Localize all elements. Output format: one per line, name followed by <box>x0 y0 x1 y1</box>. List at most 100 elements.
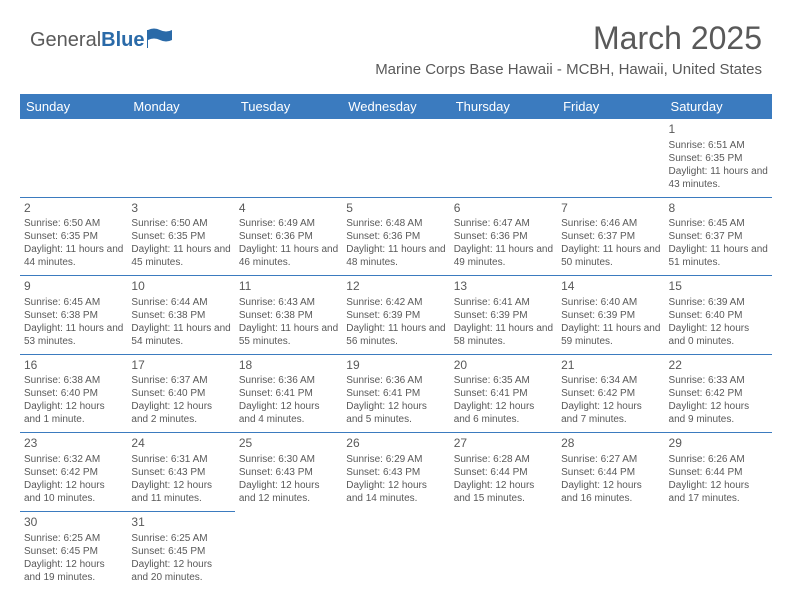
sunrise-text: Sunrise: 6:35 AM <box>454 374 553 387</box>
sunrise-text: Sunrise: 6:36 AM <box>239 374 338 387</box>
calendar-cell <box>235 511 342 589</box>
sunrise-text: Sunrise: 6:34 AM <box>561 374 660 387</box>
sunset-text: Sunset: 6:35 PM <box>669 152 768 165</box>
sunrise-text: Sunrise: 6:25 AM <box>131 532 230 545</box>
sunset-text: Sunset: 6:35 PM <box>131 230 230 243</box>
daylight-text: Daylight: 11 hours and 54 minutes. <box>131 322 230 348</box>
calendar-cell: 19Sunrise: 6:36 AMSunset: 6:41 PMDayligh… <box>342 354 449 433</box>
sunset-text: Sunset: 6:38 PM <box>24 309 123 322</box>
calendar-cell: 2Sunrise: 6:50 AMSunset: 6:35 PMDaylight… <box>20 197 127 276</box>
calendar-cell: 13Sunrise: 6:41 AMSunset: 6:39 PMDayligh… <box>450 276 557 355</box>
sunset-text: Sunset: 6:45 PM <box>131 545 230 558</box>
sunrise-text: Sunrise: 6:40 AM <box>561 296 660 309</box>
logo-text-2: Blue <box>101 29 144 52</box>
sunrise-text: Sunrise: 6:25 AM <box>24 532 123 545</box>
day-number: 31 <box>131 515 230 531</box>
day-number: 24 <box>131 436 230 452</box>
sunset-text: Sunset: 6:35 PM <box>24 230 123 243</box>
weekday-header: Thursday <box>450 94 557 119</box>
sunrise-text: Sunrise: 6:39 AM <box>669 296 768 309</box>
sunset-text: Sunset: 6:38 PM <box>131 309 230 322</box>
sunset-text: Sunset: 6:37 PM <box>669 230 768 243</box>
sunrise-text: Sunrise: 6:47 AM <box>454 217 553 230</box>
sunset-text: Sunset: 6:39 PM <box>346 309 445 322</box>
sunset-text: Sunset: 6:44 PM <box>561 466 660 479</box>
calendar-cell: 6Sunrise: 6:47 AMSunset: 6:36 PMDaylight… <box>450 197 557 276</box>
day-number: 27 <box>454 436 553 452</box>
sunrise-text: Sunrise: 6:37 AM <box>131 374 230 387</box>
weekday-header: Tuesday <box>235 94 342 119</box>
sunrise-text: Sunrise: 6:49 AM <box>239 217 338 230</box>
daylight-text: Daylight: 11 hours and 44 minutes. <box>24 243 123 269</box>
sunset-text: Sunset: 6:39 PM <box>561 309 660 322</box>
daylight-text: Daylight: 12 hours and 0 minutes. <box>669 322 768 348</box>
daylight-text: Daylight: 11 hours and 49 minutes. <box>454 243 553 269</box>
sunset-text: Sunset: 6:42 PM <box>669 387 768 400</box>
sunrise-text: Sunrise: 6:30 AM <box>239 453 338 466</box>
daylight-text: Daylight: 11 hours and 53 minutes. <box>24 322 123 348</box>
daylight-text: Daylight: 12 hours and 20 minutes. <box>131 558 230 584</box>
calendar-cell <box>127 119 234 197</box>
calendar-cell <box>665 511 772 589</box>
day-number: 30 <box>24 515 123 531</box>
day-number: 3 <box>131 201 230 217</box>
logo: GeneralBlue <box>30 28 173 53</box>
daylight-text: Daylight: 12 hours and 6 minutes. <box>454 400 553 426</box>
sunset-text: Sunset: 6:38 PM <box>239 309 338 322</box>
daylight-text: Daylight: 12 hours and 10 minutes. <box>24 479 123 505</box>
sunset-text: Sunset: 6:39 PM <box>454 309 553 322</box>
weekday-header: Saturday <box>665 94 772 119</box>
calendar-cell: 31Sunrise: 6:25 AMSunset: 6:45 PMDayligh… <box>127 511 234 589</box>
sunrise-text: Sunrise: 6:26 AM <box>669 453 768 466</box>
sunrise-text: Sunrise: 6:38 AM <box>24 374 123 387</box>
calendar-cell: 23Sunrise: 6:32 AMSunset: 6:42 PMDayligh… <box>20 433 127 512</box>
day-number: 17 <box>131 358 230 374</box>
day-number: 22 <box>669 358 768 374</box>
calendar-cell: 18Sunrise: 6:36 AMSunset: 6:41 PMDayligh… <box>235 354 342 433</box>
calendar-cell <box>450 119 557 197</box>
day-number: 6 <box>454 201 553 217</box>
calendar-cell: 21Sunrise: 6:34 AMSunset: 6:42 PMDayligh… <box>557 354 664 433</box>
sunrise-text: Sunrise: 6:41 AM <box>454 296 553 309</box>
weekday-header-row: Sunday Monday Tuesday Wednesday Thursday… <box>20 94 772 119</box>
sunset-text: Sunset: 6:40 PM <box>24 387 123 400</box>
daylight-text: Daylight: 12 hours and 19 minutes. <box>24 558 123 584</box>
sunset-text: Sunset: 6:40 PM <box>131 387 230 400</box>
day-number: 15 <box>669 279 768 295</box>
daylight-text: Daylight: 12 hours and 11 minutes. <box>131 479 230 505</box>
sunset-text: Sunset: 6:37 PM <box>561 230 660 243</box>
calendar-cell: 5Sunrise: 6:48 AMSunset: 6:36 PMDaylight… <box>342 197 449 276</box>
day-number: 25 <box>239 436 338 452</box>
sunrise-text: Sunrise: 6:29 AM <box>346 453 445 466</box>
daylight-text: Daylight: 11 hours and 45 minutes. <box>131 243 230 269</box>
calendar-cell: 30Sunrise: 6:25 AMSunset: 6:45 PMDayligh… <box>20 511 127 589</box>
calendar-cell: 9Sunrise: 6:45 AMSunset: 6:38 PMDaylight… <box>20 276 127 355</box>
daylight-text: Daylight: 11 hours and 50 minutes. <box>561 243 660 269</box>
weekday-header: Friday <box>557 94 664 119</box>
sunrise-text: Sunrise: 6:33 AM <box>669 374 768 387</box>
daylight-text: Daylight: 12 hours and 4 minutes. <box>239 400 338 426</box>
calendar-row: 2Sunrise: 6:50 AMSunset: 6:35 PMDaylight… <box>20 197 772 276</box>
calendar-row: 1Sunrise: 6:51 AMSunset: 6:35 PMDaylight… <box>20 119 772 197</box>
calendar-table: Sunday Monday Tuesday Wednesday Thursday… <box>20 94 772 590</box>
sunset-text: Sunset: 6:36 PM <box>346 230 445 243</box>
sunset-text: Sunset: 6:44 PM <box>669 466 768 479</box>
calendar-cell: 22Sunrise: 6:33 AMSunset: 6:42 PMDayligh… <box>665 354 772 433</box>
sunrise-text: Sunrise: 6:36 AM <box>346 374 445 387</box>
header: GeneralBlue March 2025 Marine Corps Base… <box>0 0 792 86</box>
sunrise-text: Sunrise: 6:27 AM <box>561 453 660 466</box>
calendar-cell: 11Sunrise: 6:43 AMSunset: 6:38 PMDayligh… <box>235 276 342 355</box>
daylight-text: Daylight: 11 hours and 55 minutes. <box>239 322 338 348</box>
day-number: 26 <box>346 436 445 452</box>
calendar-cell: 27Sunrise: 6:28 AMSunset: 6:44 PMDayligh… <box>450 433 557 512</box>
daylight-text: Daylight: 11 hours and 48 minutes. <box>346 243 445 269</box>
day-number: 12 <box>346 279 445 295</box>
sunrise-text: Sunrise: 6:50 AM <box>24 217 123 230</box>
calendar-row: 9Sunrise: 6:45 AMSunset: 6:38 PMDaylight… <box>20 276 772 355</box>
day-number: 4 <box>239 201 338 217</box>
daylight-text: Daylight: 11 hours and 59 minutes. <box>561 322 660 348</box>
calendar-cell: 26Sunrise: 6:29 AMSunset: 6:43 PMDayligh… <box>342 433 449 512</box>
calendar-row: 23Sunrise: 6:32 AMSunset: 6:42 PMDayligh… <box>20 433 772 512</box>
calendar-cell: 29Sunrise: 6:26 AMSunset: 6:44 PMDayligh… <box>665 433 772 512</box>
calendar-cell <box>20 119 127 197</box>
